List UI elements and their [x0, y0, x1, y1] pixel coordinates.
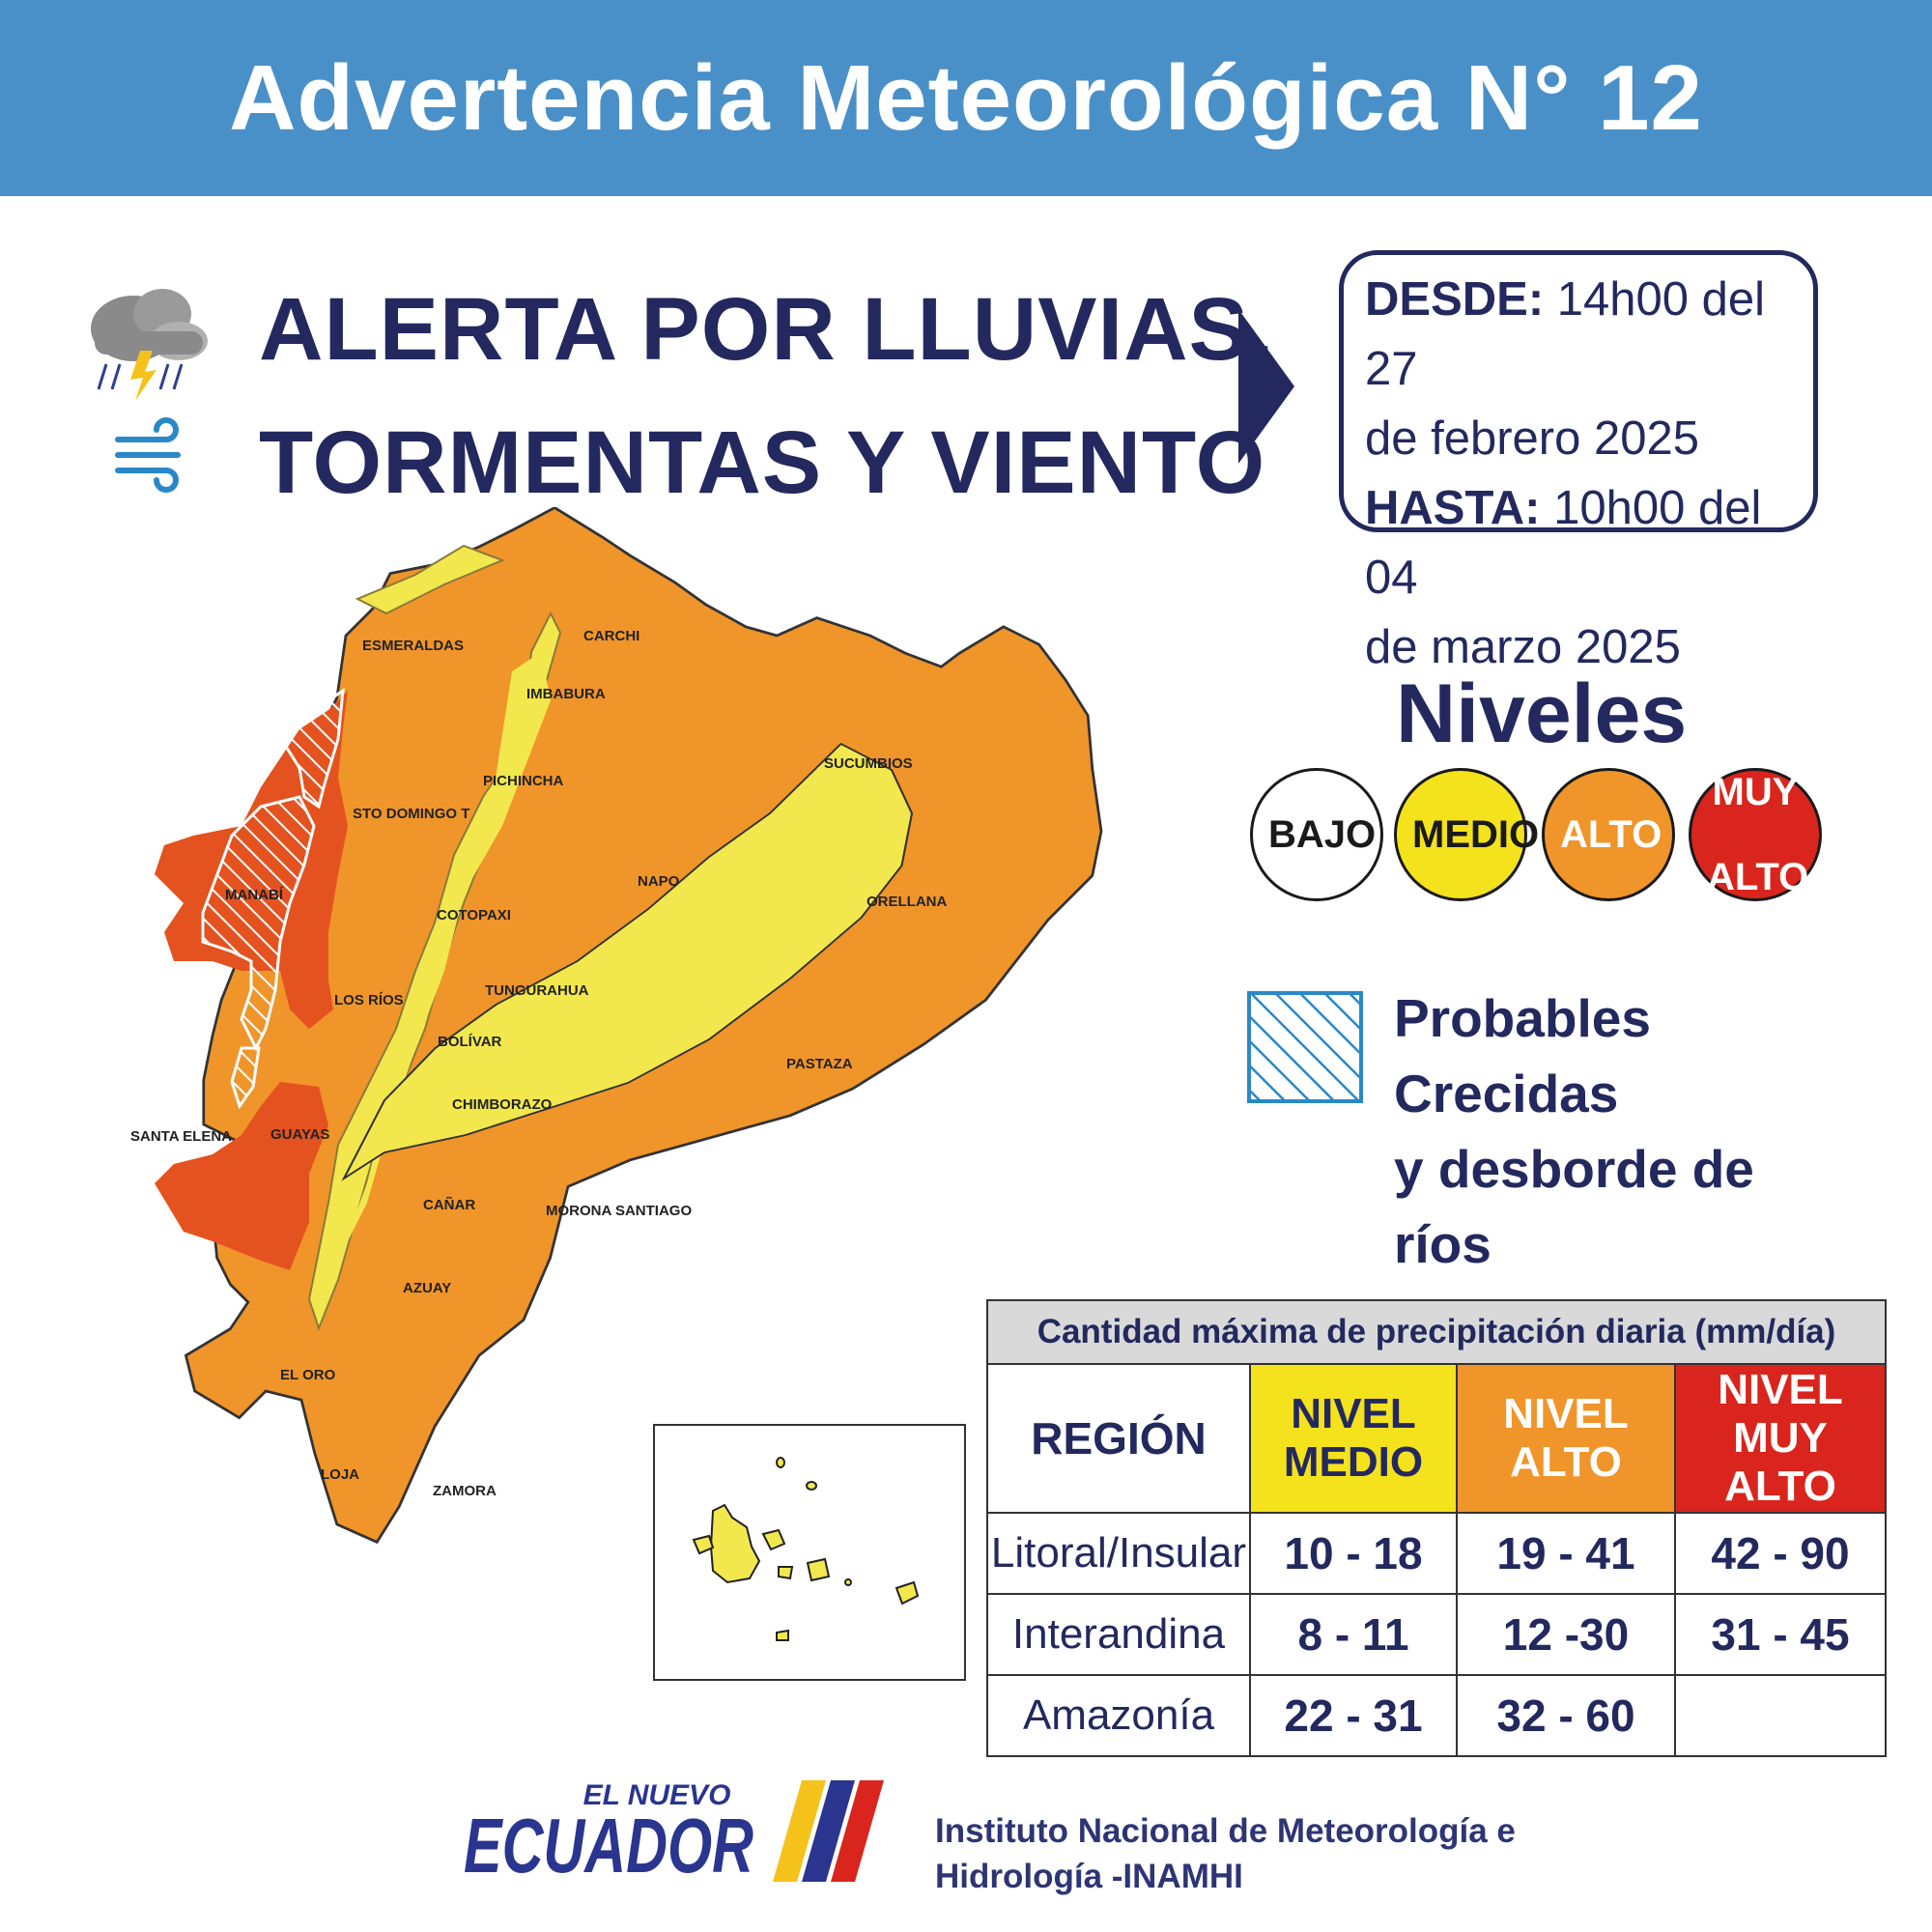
- alert-title-line-2: TORMENTAS Y VIENTO: [259, 413, 1266, 512]
- province-label-el-oro: EL ORO: [280, 1367, 336, 1383]
- level-alto: ALTO: [1542, 768, 1675, 901]
- alert-title-line-1: ALERTA POR LLUVIAS,: [259, 280, 1275, 379]
- alert-icons: [87, 285, 213, 512]
- province-label-manabi: MANABÍ: [225, 887, 284, 903]
- table-row: Interandina 8 - 11 12 -30 31 - 45: [986, 1593, 1887, 1676]
- storm-cloud-icon: [91, 289, 208, 493]
- el-nuevo-ecuador-logo: EL NUEVO ECUADOR: [464, 1779, 884, 1889]
- row-medio: 8 - 11: [1249, 1593, 1458, 1676]
- institute-line-2: Hidrología -INAMHI: [935, 1858, 1243, 1895]
- row-alto: 19 - 41: [1456, 1512, 1676, 1595]
- province-label-guayas: GUAYAS: [270, 1126, 329, 1143]
- level-muy-alto-label-2: ALTO: [1707, 856, 1809, 898]
- header-region: REGIÓN: [986, 1363, 1251, 1514]
- header-nivel-medio: NIVEL MEDIO: [1249, 1363, 1458, 1514]
- legend-title: Niveles: [1396, 668, 1688, 760]
- header-nivel-alto-1: NIVEL: [1503, 1390, 1629, 1437]
- to-date-line-2: de marzo 2025: [1365, 621, 1681, 673]
- table-caption: Cantidad máxima de precipitación diaria …: [986, 1299, 1887, 1365]
- header-nivel-alto: NIVEL ALTO: [1456, 1363, 1676, 1514]
- province-label-imbabura: IMBABURA: [526, 686, 606, 702]
- row-region: Interandina: [986, 1593, 1251, 1676]
- from-label: DESDE:: [1365, 273, 1545, 326]
- header-nivel-muy-alto: NIVEL MUY ALTO: [1674, 1363, 1887, 1514]
- precipitation-table: Cantidad máxima de precipitación diaria …: [986, 1299, 1887, 1757]
- from-date-line-1: 14h00 del 27: [1365, 273, 1766, 395]
- province-label-cotopaxi: COTOPAXI: [437, 907, 511, 923]
- header-nivel-alto-2: ALTO: [1510, 1438, 1622, 1486]
- ecuador-alert-map: ESMERALDAS CARCHI IMBABURA SUCUMBIOS PIC…: [130, 507, 1103, 1545]
- row-alto: 32 - 60: [1456, 1674, 1676, 1757]
- galapagos-inset: [653, 1424, 966, 1681]
- level-muy-alto-label-1: MUY: [1712, 771, 1799, 813]
- level-muy-alto: MUY ALTO: [1689, 768, 1822, 901]
- province-label-carchi: CARCHI: [583, 628, 639, 644]
- level-bajo-label: BAJO: [1268, 813, 1377, 856]
- province-label-zamora: ZAMORA: [433, 1483, 497, 1499]
- province-label-los-rios: LOS RÍOS: [334, 992, 404, 1009]
- province-label-tungurahua: TUNGURAHUA: [485, 982, 589, 999]
- institute-line-1: Instituto Nacional de Meteorología e: [935, 1812, 1516, 1850]
- province-label-sucumbios: SUCUMBIOS: [824, 755, 913, 772]
- province-label-santa-elena: SANTA ELENA: [130, 1128, 232, 1145]
- province-label-napo: NAPO: [638, 873, 680, 890]
- to-date-line-1: 10h00 del 04: [1365, 482, 1762, 604]
- province-label-orellana: ORELLANA: [867, 894, 947, 910]
- institute-name: Instituto Nacional de Meteorología e Hid…: [935, 1808, 1516, 1899]
- province-label-azuay: AZUAY: [403, 1280, 451, 1296]
- page-title: Advertencia Meteorológica N° 12: [229, 46, 1703, 150]
- validity-period-box: DESDE: 14h00 del 27 de febrero 2025 HAST…: [1339, 250, 1818, 673]
- level-medio-label: MEDIO: [1412, 813, 1540, 856]
- flood-zone-los-rios: [273, 687, 345, 810]
- flood-zone-guayas: [201, 795, 316, 1052]
- map-medio-amazon: [341, 742, 914, 1181]
- map-medio-north: [355, 544, 505, 615]
- galapagos-islands: [692, 1457, 920, 1641]
- province-label-pichincha: PICHINCHA: [483, 773, 564, 789]
- table-row: Litoral/Insular 10 - 18 19 - 41 42 - 90: [986, 1512, 1887, 1595]
- to-label: HASTA:: [1365, 482, 1541, 534]
- map-muy-alto-loja: [155, 1082, 328, 1270]
- row-muy-alto: 31 - 45: [1674, 1593, 1887, 1676]
- province-label-loja: LOJA: [321, 1466, 359, 1483]
- wind-icon: [115, 417, 181, 493]
- flood-legend-line-2: y desborde de ríos: [1394, 1139, 1754, 1274]
- logo-text-line-1: EL NUEVO: [583, 1779, 731, 1811]
- province-label-esmeraldas: ESMERALDAS: [362, 638, 464, 654]
- province-label-chimborazo: CHIMBORAZO: [452, 1096, 553, 1113]
- flood-legend-label: Probables Crecidas y desborde de ríos: [1394, 980, 1838, 1282]
- logo-text-line-2: ECUADOR: [464, 1803, 753, 1889]
- flood-hatch-swatch: [1247, 991, 1363, 1103]
- row-alto: 12 -30: [1456, 1593, 1676, 1676]
- from-date-line-2: de febrero 2025: [1365, 412, 1699, 465]
- header-banner: [0, 0, 1932, 196]
- header-nivel-muy-alto-2: MUY ALTO: [1724, 1414, 1836, 1510]
- table-row: Amazonía 22 - 31 32 - 60: [986, 1674, 1887, 1757]
- flood-legend-line-1: Probables Crecidas: [1394, 988, 1651, 1123]
- row-region: Litoral/Insular: [986, 1512, 1251, 1595]
- arrow-right-icon: [1238, 309, 1294, 464]
- province-label-canar: CAÑAR: [423, 1196, 475, 1213]
- row-medio: 22 - 31: [1249, 1674, 1458, 1757]
- row-muy-alto: [1674, 1674, 1887, 1757]
- flood-zone-manabi: [157, 678, 224, 760]
- header-nivel-medio-2: MEDIO: [1283, 1438, 1424, 1486]
- level-medio: MEDIO: [1394, 768, 1540, 901]
- province-label-sto-domingo: STO DOMINGO T: [353, 806, 469, 822]
- province-label-bolivar: BOLÍVAR: [438, 1034, 502, 1050]
- alert-title: ALERTA POR LLUVIAS, TORMENTAS Y VIENTO: [259, 263, 1274, 529]
- province-label-morona: MORONA SANTIAGO: [546, 1203, 692, 1219]
- row-muy-alto: 42 - 90: [1674, 1512, 1887, 1595]
- row-medio: 10 - 18: [1249, 1512, 1458, 1595]
- level-alto-label: ALTO: [1560, 813, 1662, 856]
- flood-zone-el-oro: [230, 1046, 261, 1110]
- header-nivel-medio-1: NIVEL: [1291, 1390, 1416, 1437]
- header-nivel-muy-alto-1: NIVEL: [1718, 1366, 1843, 1413]
- province-label-pastaza: PASTAZA: [786, 1056, 853, 1072]
- level-bajo: BAJO: [1250, 768, 1383, 901]
- row-region: Amazonía: [986, 1674, 1251, 1757]
